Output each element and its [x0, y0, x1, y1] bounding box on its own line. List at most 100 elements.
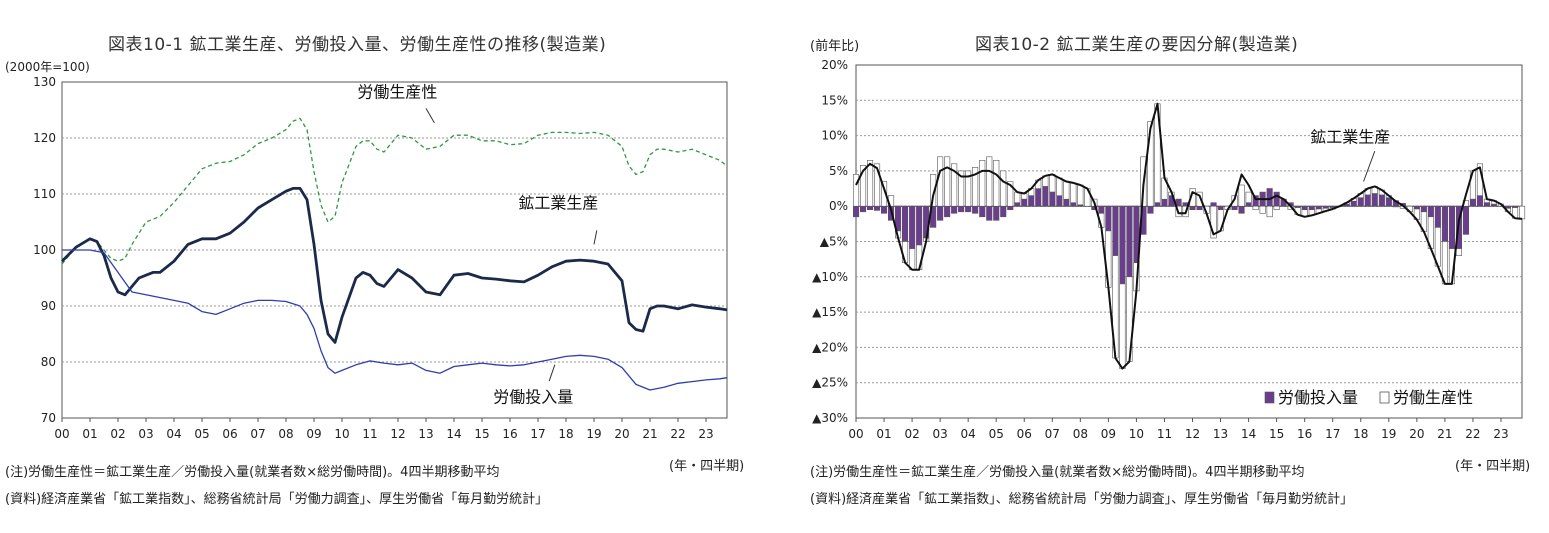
y-tick-label: ▲25% — [812, 376, 848, 390]
labor-input-bar — [1105, 205, 1112, 232]
annotation-production: 鉱工業生産 — [518, 194, 598, 213]
productivity-bar — [1259, 205, 1266, 214]
production-line — [855, 102, 1523, 370]
labor-input-bar — [1350, 201, 1357, 207]
labor-input-bar — [916, 205, 923, 246]
left-period-label: (年・四半期) — [669, 459, 745, 474]
labor-input-bar — [986, 205, 993, 221]
productivity-bar — [1077, 184, 1084, 206]
labor-input-bar — [1322, 205, 1329, 209]
x-tick-label: 16 — [1297, 427, 1312, 441]
productivity-bar — [944, 156, 951, 207]
y-tick-label: 90 — [41, 299, 56, 313]
annotation-leader — [548, 364, 556, 382]
x-tick-label: 00 — [54, 427, 69, 441]
productivity-bar — [1000, 170, 1007, 207]
x-tick-label: 18 — [558, 427, 573, 441]
y-tick-label: 20% — [821, 58, 848, 72]
labor-input-bar — [944, 205, 951, 218]
x-tick-label: 17 — [530, 427, 545, 441]
left-line-chart: 70 80 90 100 110 120 130 00 01 02 03 04 05 06 07 08 09 10… — [33, 75, 728, 441]
y-tick-label: 130 — [33, 75, 56, 89]
right-bar-chart: 20% 15% 10% 5% 0% ▲5% ▲10% ▲15% ▲20% ▲25% ▲30%00 01… — [812, 58, 1526, 441]
labor-input-bar — [1476, 195, 1484, 207]
y-tick-label: 110 — [33, 187, 56, 201]
labor-input-bar — [1378, 194, 1385, 207]
y-tick-label: ▲20% — [812, 340, 848, 354]
x-tick-label: 22 — [1465, 427, 1480, 441]
labor-input-bar — [1196, 205, 1203, 210]
x-tick-label: 03 — [138, 427, 153, 441]
labor-input-bar — [1000, 205, 1007, 218]
labor-input-bar — [937, 205, 944, 221]
x-tick-label: 08 — [1073, 427, 1088, 441]
x-tick-label: 06 — [1017, 427, 1032, 441]
productivity-bar — [958, 170, 965, 207]
labor-input-bar — [1483, 202, 1491, 207]
y-tick-label: 0% — [829, 199, 848, 213]
x-tick-label: 11 — [1157, 427, 1172, 441]
productivity-bar — [1196, 191, 1203, 207]
annotation-leader — [593, 230, 598, 245]
x-tick-label: 19 — [1381, 427, 1396, 441]
labor-input-bar — [1441, 205, 1449, 242]
y-tick-label: ▲10% — [812, 270, 848, 284]
x-tick-label: 04 — [166, 427, 181, 441]
productivity-bar — [860, 165, 867, 207]
left-chart-title: 図表10-1 鉱工業生産、労働投入量、労働生産性の推移(製造業) — [108, 35, 607, 55]
labor-input-bar — [1385, 197, 1392, 207]
x-tick-label: 20 — [614, 427, 629, 441]
left-note: (注)労働生産性＝鉱工業生産／労働投入量(就業者数×総労働時間)。4四半期移動平… — [5, 465, 500, 480]
productivity-bar — [993, 160, 1000, 207]
productivity-bar — [1266, 205, 1273, 218]
labor-input-bar — [1063, 198, 1070, 207]
productivity-bar — [874, 163, 881, 207]
labor-input-bar — [1504, 205, 1512, 209]
labor-input-bar — [902, 205, 909, 242]
productivity-bar — [1119, 283, 1126, 369]
annotation-labor-input: 労働投入量 — [493, 387, 573, 406]
labor-input-bar — [1490, 203, 1498, 207]
productivity-bar — [1014, 191, 1021, 204]
x-tick-label: 15 — [1269, 427, 1284, 441]
y-tick-label: 15% — [821, 93, 848, 107]
x-tick-label: 13 — [1213, 427, 1228, 441]
labor-input-bar — [881, 205, 888, 214]
x-tick-label: 12 — [390, 427, 405, 441]
x-tick-label: 03 — [932, 427, 947, 441]
labor-input-bar — [1301, 205, 1308, 210]
legend-label-productivity: 労働生産性 — [1393, 388, 1473, 407]
productivity-bar — [972, 167, 979, 207]
productivity-bar — [986, 156, 993, 207]
x-tick-label: 19 — [586, 427, 601, 441]
productivity-bar — [1238, 184, 1245, 207]
x-tick-label: 23 — [1493, 427, 1508, 441]
productivity-bar — [1518, 205, 1526, 220]
productivity-bar — [1245, 191, 1252, 204]
x-tick-label: 01 — [82, 427, 97, 441]
x-tick-label: 09 — [306, 427, 321, 441]
production-line — [61, 186, 728, 344]
labor-input-bar — [1070, 202, 1077, 207]
x-tick-label: 12 — [1185, 427, 1200, 441]
productivity-bar — [1252, 205, 1259, 210]
labor-input-bar — [1315, 205, 1322, 210]
y-tick-label: 120 — [33, 131, 56, 145]
x-tick-label: 18 — [1353, 427, 1368, 441]
x-tick-label: 01 — [876, 427, 891, 441]
right-y-unit: (前年比) — [810, 39, 860, 54]
left-chart-panel: 図表10-1 鉱工業生産、労働投入量、労働生産性の推移(製造業) (2000年=… — [0, 0, 770, 533]
labor-input-bar — [979, 205, 986, 218]
right-chart-panel: 図表10-2 鉱工業生産の要因分解(製造業) (前年比) 20% 15% 10% 5%… — [790, 0, 1549, 533]
productivity-bar — [979, 160, 986, 207]
labor-input-bar — [1413, 205, 1420, 210]
labor-input-bar — [1231, 205, 1238, 210]
labor-input-bar — [1462, 205, 1470, 235]
labor-input-bar — [993, 205, 1000, 221]
productivity-bar — [937, 156, 944, 207]
right-period-label: (年・四半期) — [1455, 459, 1531, 474]
x-tick-label: 05 — [194, 427, 209, 441]
labor-input-bar — [1154, 202, 1161, 207]
labor-input-bar — [852, 205, 860, 218]
productivity-line — [61, 117, 728, 265]
